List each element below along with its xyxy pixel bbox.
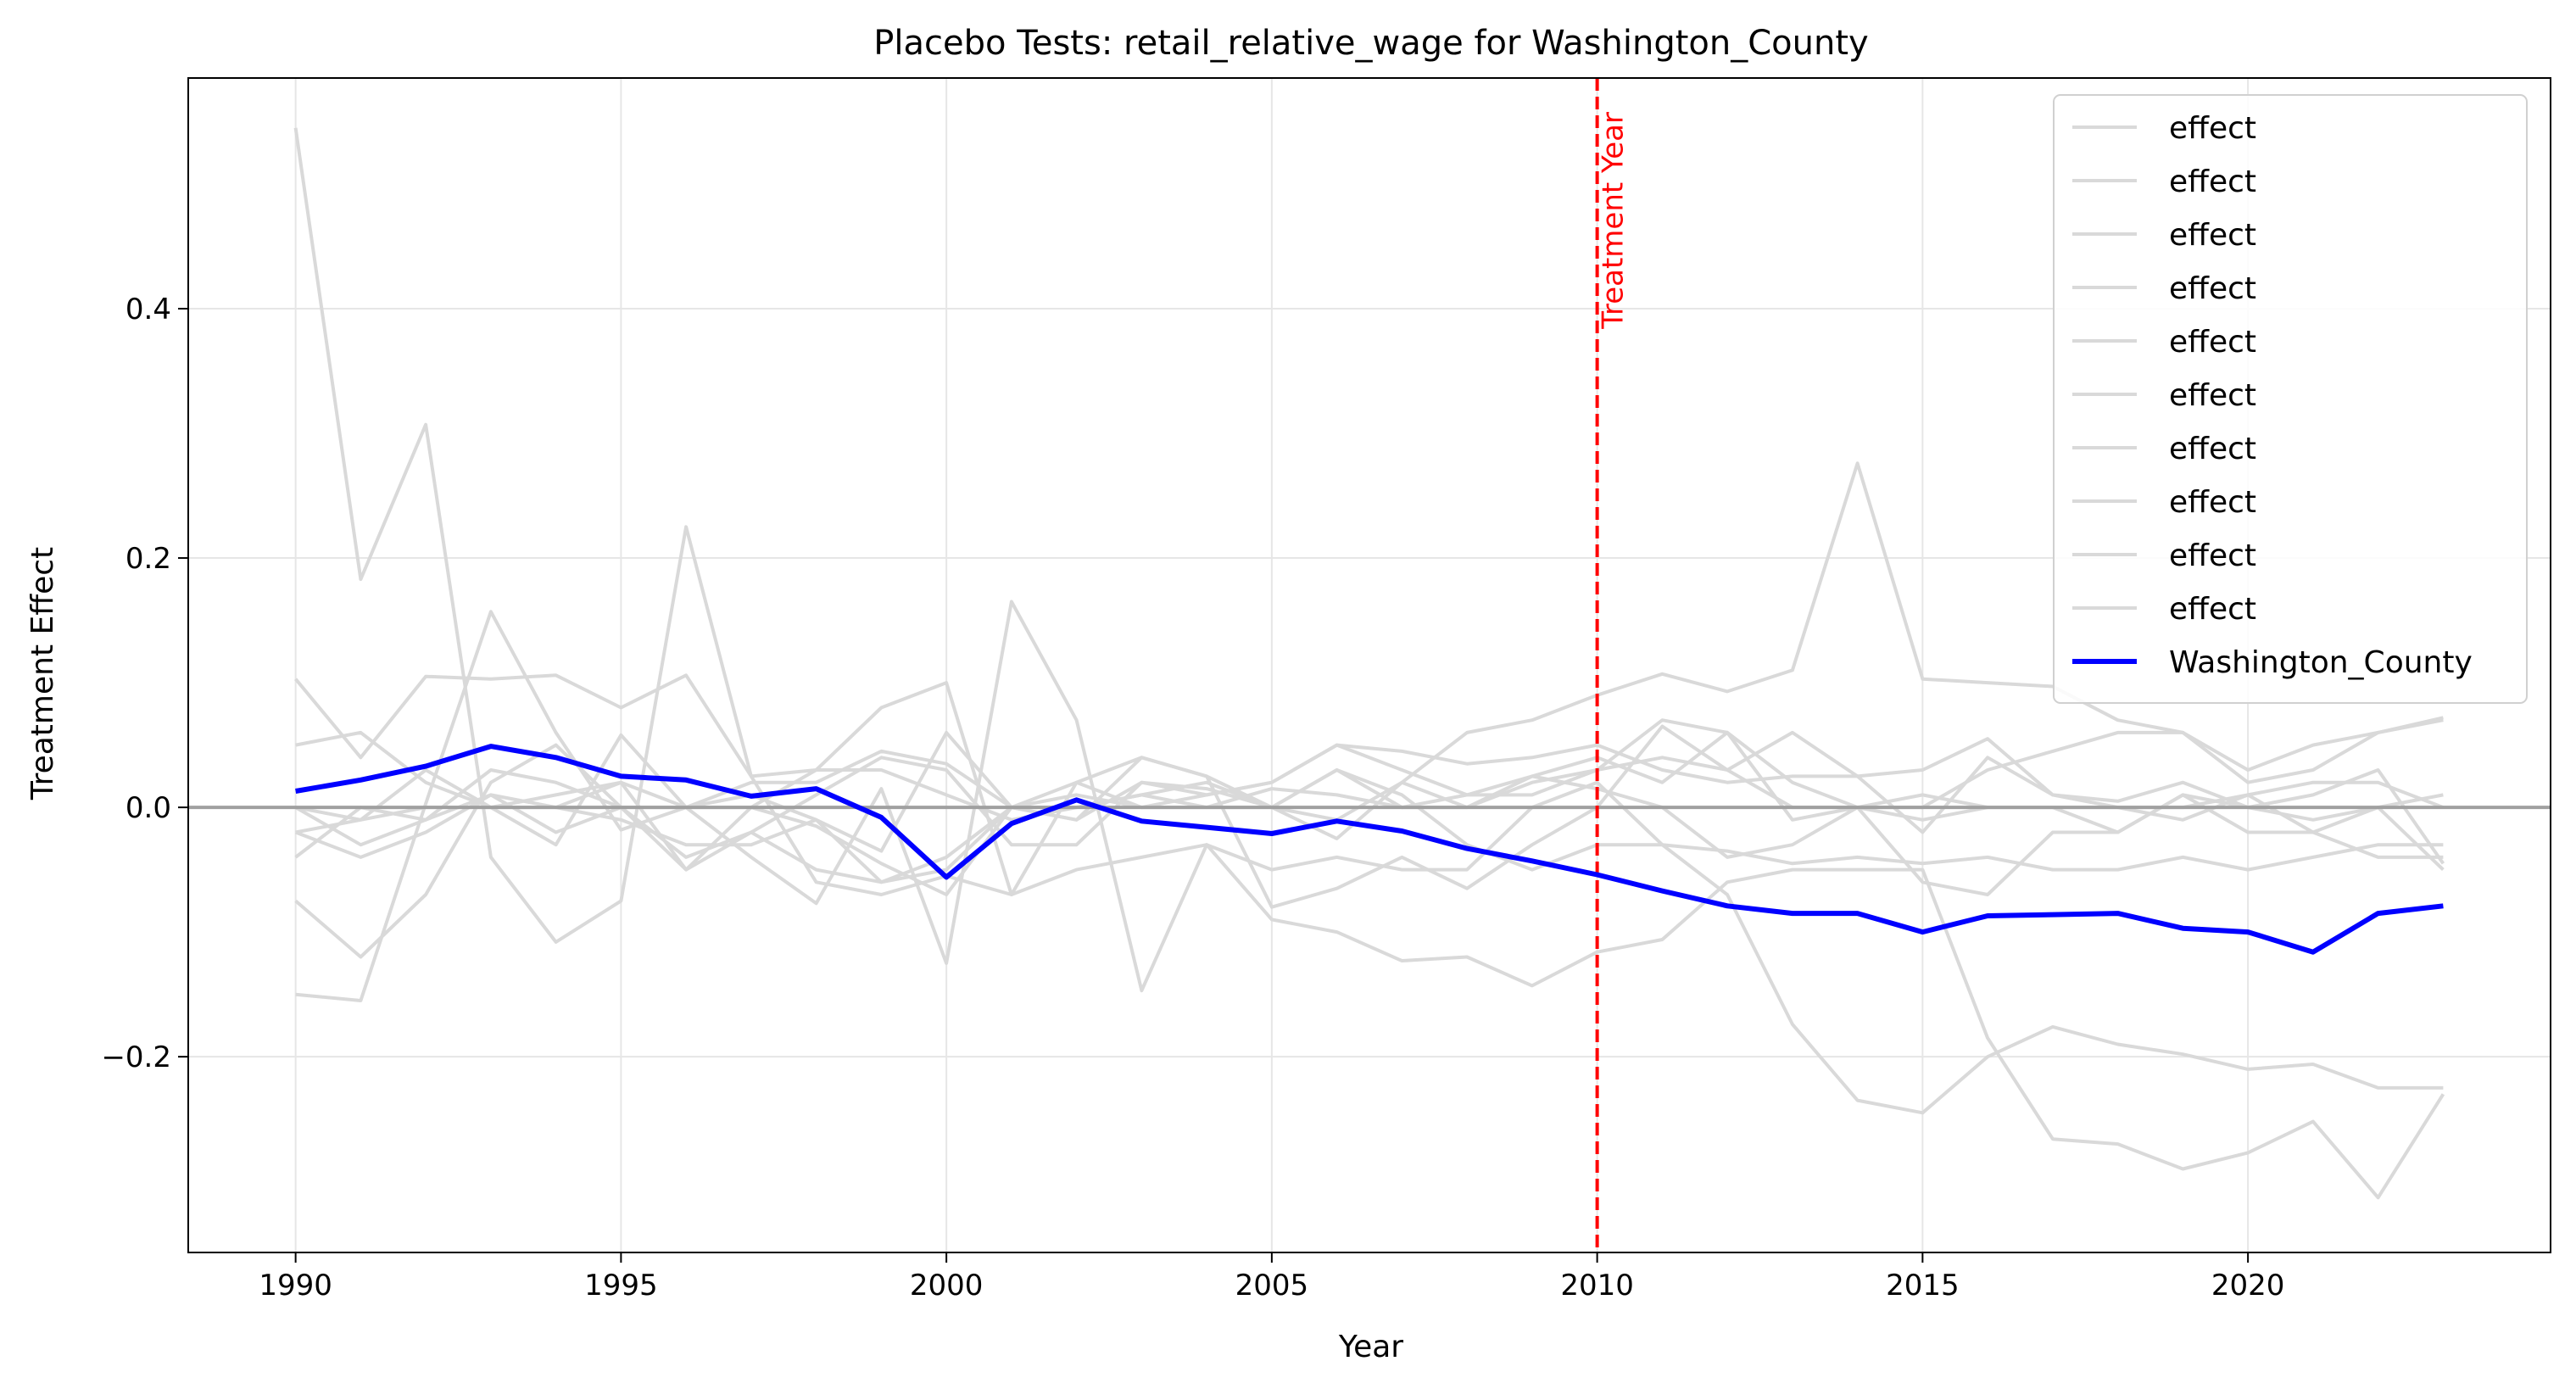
placebo-series-line: [295, 730, 2445, 865]
x-tick-label: 2020: [2211, 1269, 2285, 1303]
x-tick-label: 1995: [584, 1269, 658, 1303]
legend-label: effect: [2169, 485, 2256, 520]
treatment-year-label: Treatment Year: [1597, 112, 1631, 330]
y-tick-label: −0.2: [101, 1040, 171, 1074]
x-tick-label: 2000: [910, 1269, 984, 1303]
legend-label: effect: [2169, 111, 2256, 146]
legend-label: effect: [2169, 325, 2256, 360]
placebo-series-line: [294, 673, 2445, 1200]
legend-label: Washington_County: [2169, 645, 2473, 680]
legend-label: effect: [2169, 592, 2256, 627]
treated-series-group: [295, 744, 2444, 955]
legend-box: [2053, 94, 2528, 704]
legend-label: effect: [2169, 271, 2256, 306]
placebo-series-line: [295, 774, 2444, 896]
legend-label: effect: [2169, 432, 2256, 466]
reference-lines: [188, 78, 2551, 1252]
placebo-series-line: [295, 600, 2444, 1115]
legend: effect effect effect effect effect effect effe…: [2053, 94, 2528, 704]
x-tick-label: 1990: [259, 1269, 332, 1303]
plot-frame: [187, 77, 2551, 1253]
legend-label: effect: [2169, 165, 2256, 199]
y-axis-label: Treatment Effect: [25, 547, 60, 800]
legend-label: effect: [2169, 538, 2256, 573]
x-tick-label: 2010: [1560, 1269, 1634, 1303]
axis-ticks: 1990 1995 2000 2005 2010 2015 2020 −0.2 0.0 0.2 0.…: [101, 293, 2284, 1303]
y-tick-label: 0.0: [125, 791, 171, 825]
treated-series-line: [295, 744, 2444, 955]
placebo-series-line: [295, 756, 2444, 872]
legend-label: effect: [2169, 218, 2256, 253]
x-tick-label: 2005: [1235, 1269, 1309, 1303]
y-tick-label: 0.2: [125, 542, 171, 576]
chart-title: Placebo Tests: retail_relative_wage for …: [873, 24, 1868, 63]
legend-label: effect: [2169, 378, 2256, 413]
placebo-series-line: [294, 681, 2444, 959]
x-tick-label: 2015: [1886, 1269, 1960, 1303]
y-tick-label: 0.4: [125, 293, 171, 326]
x-axis-label: Year: [1338, 1330, 1403, 1364]
